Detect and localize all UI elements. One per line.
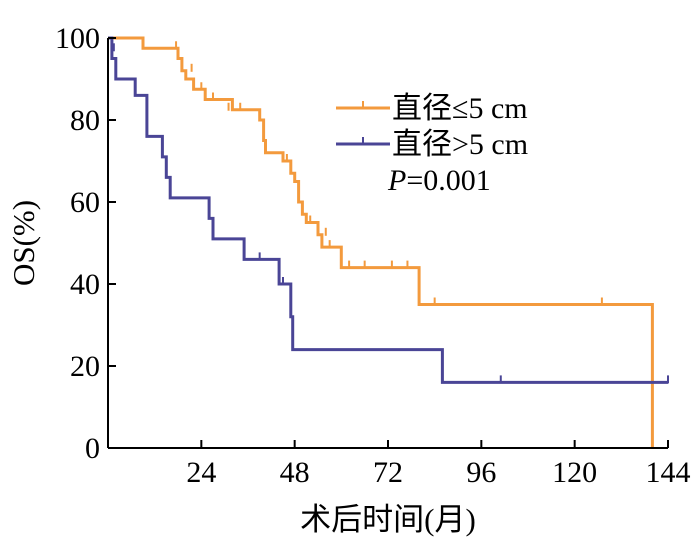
x-ticks: 24 48 72 96 120 144 xyxy=(186,440,691,489)
y-axis-title: OS(%) xyxy=(6,200,41,286)
legend-label-1: 直径>5 cm xyxy=(392,128,528,161)
y-tick-label-1: 20 xyxy=(70,350,100,383)
legend: 直径≤5 cm 直径>5 cm P=0.001 xyxy=(336,92,528,197)
y-ticks: 0 20 40 60 80 100 xyxy=(55,22,116,465)
axes: 24 48 72 96 120 144 0 20 40 60 80 100 xyxy=(55,22,691,489)
x-axis-title: 术后时间(月) xyxy=(300,502,476,537)
p-value-number: =0.001 xyxy=(406,164,490,197)
y-tick-label-0: 0 xyxy=(85,432,100,465)
x-tick-label-4: 120 xyxy=(552,456,597,489)
series-line-1 xyxy=(108,36,668,384)
plot-area xyxy=(108,36,669,448)
legend-label-0: 直径≤5 cm xyxy=(392,92,528,125)
legend-entry-1: 直径>5 cm xyxy=(336,128,528,161)
y-tick-label-3: 60 xyxy=(70,186,100,219)
p-value-symbol: P xyxy=(387,164,406,197)
x-tick-label-5: 144 xyxy=(646,456,691,489)
series-line-0 xyxy=(108,36,654,448)
legend-entry-0: 直径≤5 cm xyxy=(336,92,528,125)
x-tick-label-2: 72 xyxy=(373,456,403,489)
x-tick-label-1: 48 xyxy=(280,456,310,489)
x-tick-label-3: 96 xyxy=(466,456,496,489)
p-value-annotation: P=0.001 xyxy=(387,164,491,197)
x-tick-label-0: 24 xyxy=(186,456,216,489)
y-tick-label-4: 80 xyxy=(70,104,100,137)
y-tick-label-2: 40 xyxy=(70,268,100,301)
y-tick-label-5: 100 xyxy=(55,22,100,55)
